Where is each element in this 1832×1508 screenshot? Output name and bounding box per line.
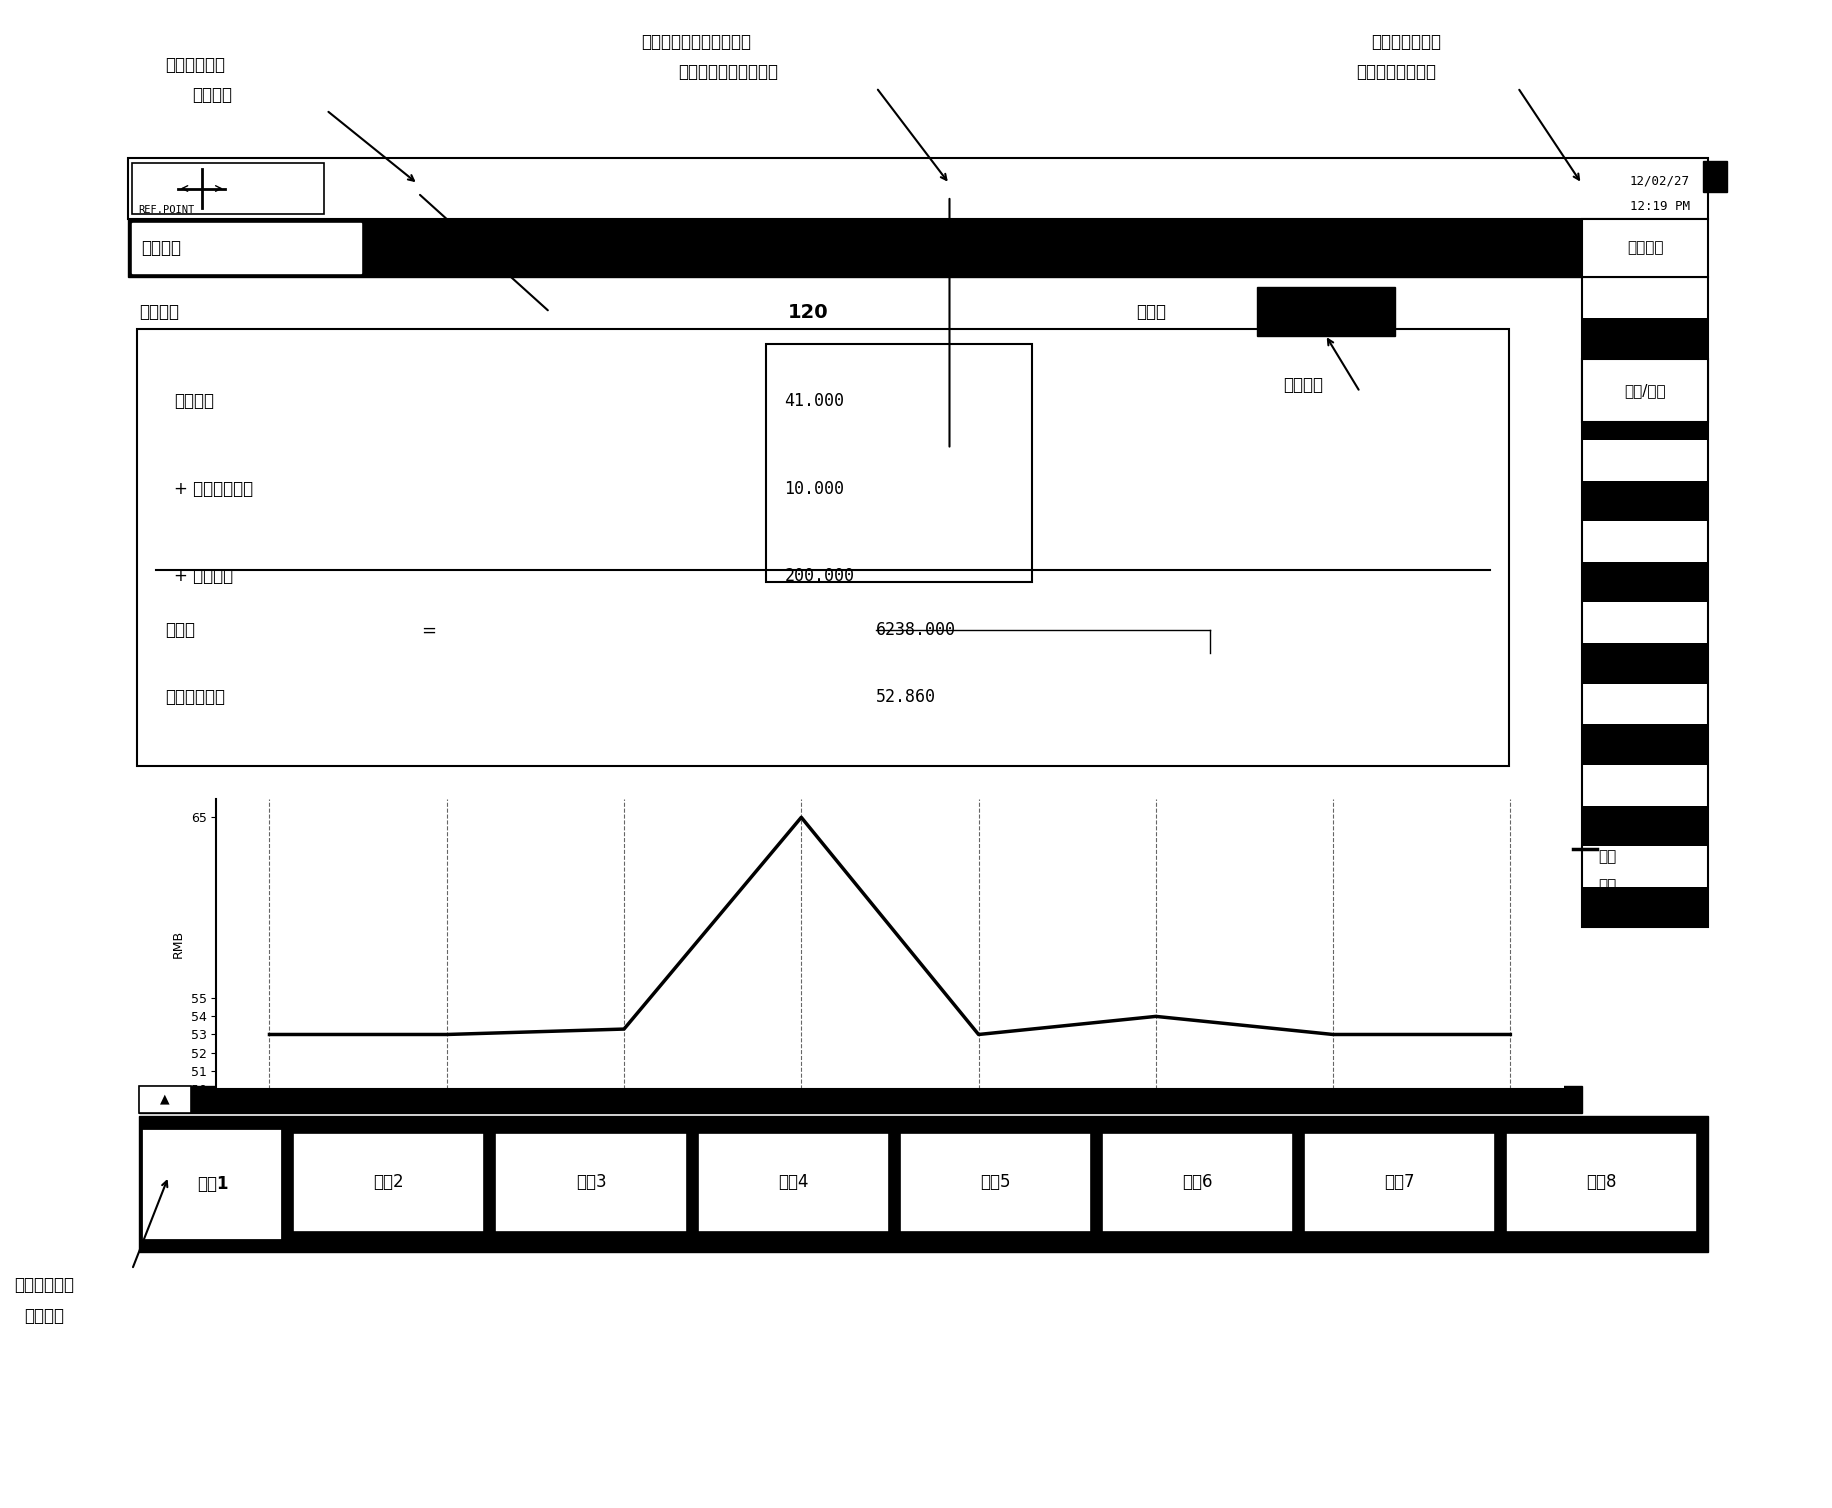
- Text: 计件工资: 计件工资: [174, 392, 214, 410]
- FancyBboxPatch shape: [495, 1133, 687, 1232]
- FancyBboxPatch shape: [293, 1133, 484, 1232]
- Text: + 单位材料成本: + 单位材料成本: [174, 480, 253, 498]
- FancyBboxPatch shape: [1303, 1133, 1495, 1232]
- Text: 产品7: 产品7: [1383, 1173, 1414, 1191]
- Text: 导出到文件或进行打印: 导出到文件或进行打印: [678, 63, 779, 81]
- Text: 废品数: 废品数: [1136, 303, 1165, 321]
- Text: 产品3: 产品3: [575, 1173, 606, 1191]
- Text: 单位产品成本: 单位产品成本: [165, 688, 225, 706]
- FancyBboxPatch shape: [1581, 359, 1707, 422]
- FancyBboxPatch shape: [139, 1086, 1581, 1113]
- FancyBboxPatch shape: [137, 329, 1508, 766]
- Text: 6238.000: 6238.000: [876, 621, 956, 639]
- FancyBboxPatch shape: [1581, 642, 1707, 683]
- FancyBboxPatch shape: [1581, 765, 1707, 805]
- FancyBboxPatch shape: [1581, 440, 1707, 481]
- FancyBboxPatch shape: [1581, 603, 1707, 642]
- Text: 成本: 成本: [1598, 878, 1616, 893]
- Text: 52.860: 52.860: [876, 688, 936, 706]
- Text: 12:19 PM: 12:19 PM: [1629, 201, 1689, 213]
- FancyBboxPatch shape: [1581, 887, 1707, 927]
- FancyBboxPatch shape: [1581, 562, 1707, 602]
- Text: 单位: 单位: [1598, 849, 1616, 864]
- Text: 产品5: 产品5: [980, 1173, 1009, 1191]
- FancyBboxPatch shape: [1581, 522, 1707, 562]
- FancyBboxPatch shape: [1581, 683, 1707, 724]
- Text: 输入字段: 输入字段: [192, 86, 233, 104]
- Text: 产品8: 产品8: [1587, 1173, 1616, 1191]
- FancyBboxPatch shape: [1257, 287, 1394, 336]
- Text: 总成本: 总成本: [165, 621, 194, 639]
- Text: 产品6: 产品6: [1182, 1173, 1213, 1191]
- Text: 输入字段: 输入字段: [1282, 375, 1323, 394]
- Text: 将用户接口上显示的信息: 将用户接口上显示的信息: [641, 33, 751, 51]
- Text: REF.POINT: REF.POINT: [139, 205, 194, 214]
- Text: 导出/打印: 导出/打印: [1623, 383, 1665, 398]
- Text: =: =: [421, 621, 436, 639]
- FancyBboxPatch shape: [1506, 1133, 1696, 1232]
- FancyBboxPatch shape: [900, 1133, 1090, 1232]
- Text: 单位成本变化趋势: 单位成本变化趋势: [1356, 63, 1436, 81]
- FancyBboxPatch shape: [1581, 846, 1707, 887]
- Text: 200.000: 200.000: [784, 567, 854, 585]
- FancyBboxPatch shape: [1581, 359, 1707, 400]
- FancyBboxPatch shape: [1702, 161, 1726, 192]
- FancyBboxPatch shape: [132, 223, 361, 273]
- Text: 成本计算: 成本计算: [141, 240, 181, 256]
- FancyBboxPatch shape: [698, 1133, 889, 1232]
- FancyBboxPatch shape: [139, 1086, 191, 1113]
- Text: + 其他成本: + 其他成本: [174, 567, 233, 585]
- FancyBboxPatch shape: [1581, 400, 1707, 440]
- FancyBboxPatch shape: [1581, 724, 1707, 765]
- FancyBboxPatch shape: [1101, 1133, 1292, 1232]
- FancyBboxPatch shape: [128, 158, 1707, 219]
- Text: 产品4: 产品4: [777, 1173, 808, 1191]
- FancyBboxPatch shape: [132, 163, 324, 214]
- Text: 10.000: 10.000: [784, 480, 845, 498]
- Text: 产品类型: 产品类型: [24, 1307, 64, 1326]
- Text: 产品1: 产品1: [196, 1175, 229, 1193]
- FancyBboxPatch shape: [1581, 481, 1707, 522]
- Text: 选择要分析的: 选择要分析的: [15, 1276, 75, 1294]
- Text: 显示一段时间内: 显示一段时间内: [1370, 33, 1440, 51]
- FancyBboxPatch shape: [1581, 219, 1707, 277]
- Text: 由成本分析装置: 由成本分析装置: [1044, 826, 1108, 841]
- FancyBboxPatch shape: [141, 1128, 282, 1240]
- FancyBboxPatch shape: [1581, 277, 1707, 318]
- Text: 自动计算: 自动计算: [1059, 855, 1096, 870]
- Text: 120: 120: [788, 303, 828, 321]
- FancyBboxPatch shape: [128, 219, 1581, 277]
- FancyBboxPatch shape: [1581, 318, 1707, 359]
- Text: ▲: ▲: [159, 1093, 170, 1105]
- FancyBboxPatch shape: [139, 1116, 1707, 1252]
- Text: 41.000: 41.000: [784, 392, 845, 410]
- Text: 供用户输入的: 供用户输入的: [165, 56, 225, 74]
- Text: 12/02/27: 12/02/27: [1629, 175, 1689, 187]
- Text: 显示趋势: 显示趋势: [1627, 241, 1662, 255]
- FancyBboxPatch shape: [1581, 805, 1707, 846]
- Y-axis label: RMB: RMB: [172, 930, 185, 958]
- Text: 产品2: 产品2: [374, 1173, 403, 1191]
- FancyBboxPatch shape: [766, 344, 1031, 582]
- Text: 产品数量: 产品数量: [139, 303, 180, 321]
